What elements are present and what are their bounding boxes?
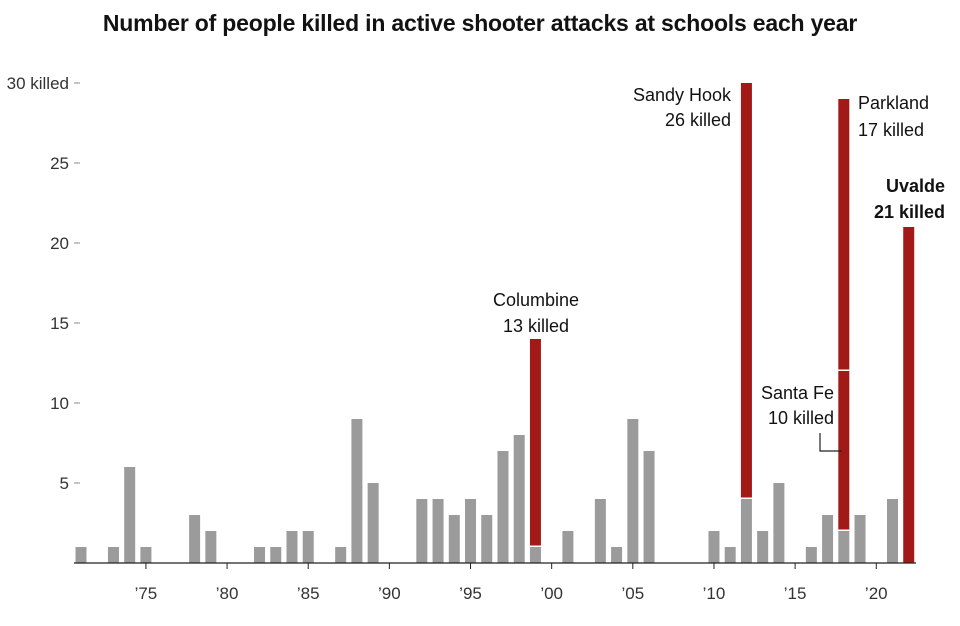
bar-1999 [529, 547, 541, 563]
bar-1979 [205, 531, 217, 563]
bar-1985 [302, 531, 314, 563]
annotation-santa-fe: Santa Fe 10 killed [761, 383, 842, 452]
x-tick-label: ’95 [459, 584, 482, 603]
y-axis: 5 10 15 20 25 30 killed [7, 74, 80, 493]
bar-1987 [335, 547, 347, 563]
bar-1997 [497, 451, 509, 563]
bar-parkland [838, 99, 850, 370]
bar-1994 [448, 515, 460, 563]
bar-1993 [432, 499, 444, 563]
bar-2018 [838, 531, 850, 563]
bar-2013 [757, 531, 769, 563]
y-tick-label: 25 [50, 154, 69, 173]
x-tick-label: ’15 [784, 584, 807, 603]
x-tick-label: ’10 [703, 584, 726, 603]
annotation-sandy-hook-name: Sandy Hook [633, 85, 732, 105]
bar-sandy-hook [740, 83, 752, 498]
x-tick-label: ’85 [297, 584, 320, 603]
bar-2005 [627, 419, 639, 563]
x-tick-label: ’20 [865, 584, 888, 603]
annotation-columbine: Columbine 13 killed [493, 290, 579, 336]
annotation-santa-fe-detail: 10 killed [768, 408, 834, 428]
bar-2004 [611, 547, 623, 563]
annotation-santa-fe-name: Santa Fe [761, 383, 834, 403]
bar-1989 [367, 483, 379, 563]
bar-2010 [708, 531, 720, 563]
annotation-parkland-detail: 17 killed [858, 120, 924, 140]
annotation-uvalde: Uvalde 21 killed [874, 176, 945, 222]
bar-2003 [594, 499, 606, 563]
y-tick-label: 5 [60, 474, 69, 493]
bar-2021 [887, 499, 898, 563]
bar-2016 [805, 547, 817, 563]
bars [75, 83, 915, 563]
bar-1995 [465, 499, 477, 563]
bar-1984 [286, 531, 298, 563]
y-tick-label: 30 killed [7, 74, 69, 93]
annotation-columbine-name: Columbine [493, 290, 579, 310]
annotation-santa-fe-leader [819, 433, 842, 452]
annotation-uvalde-name: Uvalde [886, 176, 945, 196]
bar-2017 [822, 515, 834, 563]
bar-1974 [124, 467, 136, 563]
bar-2001 [562, 531, 574, 563]
y-tick-label: 10 [50, 394, 69, 413]
bar-2012 [740, 499, 752, 563]
x-axis: ’75 ’80 ’85 ’90 ’95 ’00 ’05 ’10 ’15 ’20 [135, 563, 888, 603]
bar-santa-fe [838, 371, 850, 530]
annotation-columbine-detail: 13 killed [503, 316, 569, 336]
bar-1975 [140, 547, 152, 563]
bar-1998 [513, 435, 525, 563]
bar-1982 [254, 547, 266, 563]
bar-2006 [643, 451, 655, 563]
x-tick-label: ’80 [216, 584, 239, 603]
annotation-sandy-hook-detail: 26 killed [665, 110, 731, 130]
bar-2019 [854, 515, 866, 563]
annotation-parkland: Parkland 17 killed [858, 93, 929, 140]
bar-1996 [481, 515, 493, 563]
y-tick-label: 15 [50, 314, 69, 333]
annotation-sandy-hook: Sandy Hook 26 killed [633, 85, 732, 130]
chart-title: Number of people killed in active shoote… [102, 10, 858, 36]
bar-1973 [107, 547, 119, 563]
bar-1988 [351, 419, 363, 563]
x-tick-label: ’00 [540, 584, 563, 603]
x-tick-label: ’90 [378, 584, 401, 603]
y-tick-label: 20 [50, 234, 69, 253]
bar-1978 [189, 515, 201, 563]
bar-1971 [75, 547, 87, 563]
x-tick-label: ’75 [135, 584, 158, 603]
annotation-parkland-name: Parkland [858, 93, 929, 113]
bar-2014 [773, 483, 785, 563]
bar-columbine [529, 339, 541, 546]
x-tick-label: ’05 [621, 584, 644, 603]
bar-2011 [724, 547, 736, 563]
bar-1992 [416, 499, 428, 563]
annotation-uvalde-detail: 21 killed [874, 202, 945, 222]
bar-1983 [270, 547, 282, 563]
bar-uvalde [903, 227, 915, 563]
